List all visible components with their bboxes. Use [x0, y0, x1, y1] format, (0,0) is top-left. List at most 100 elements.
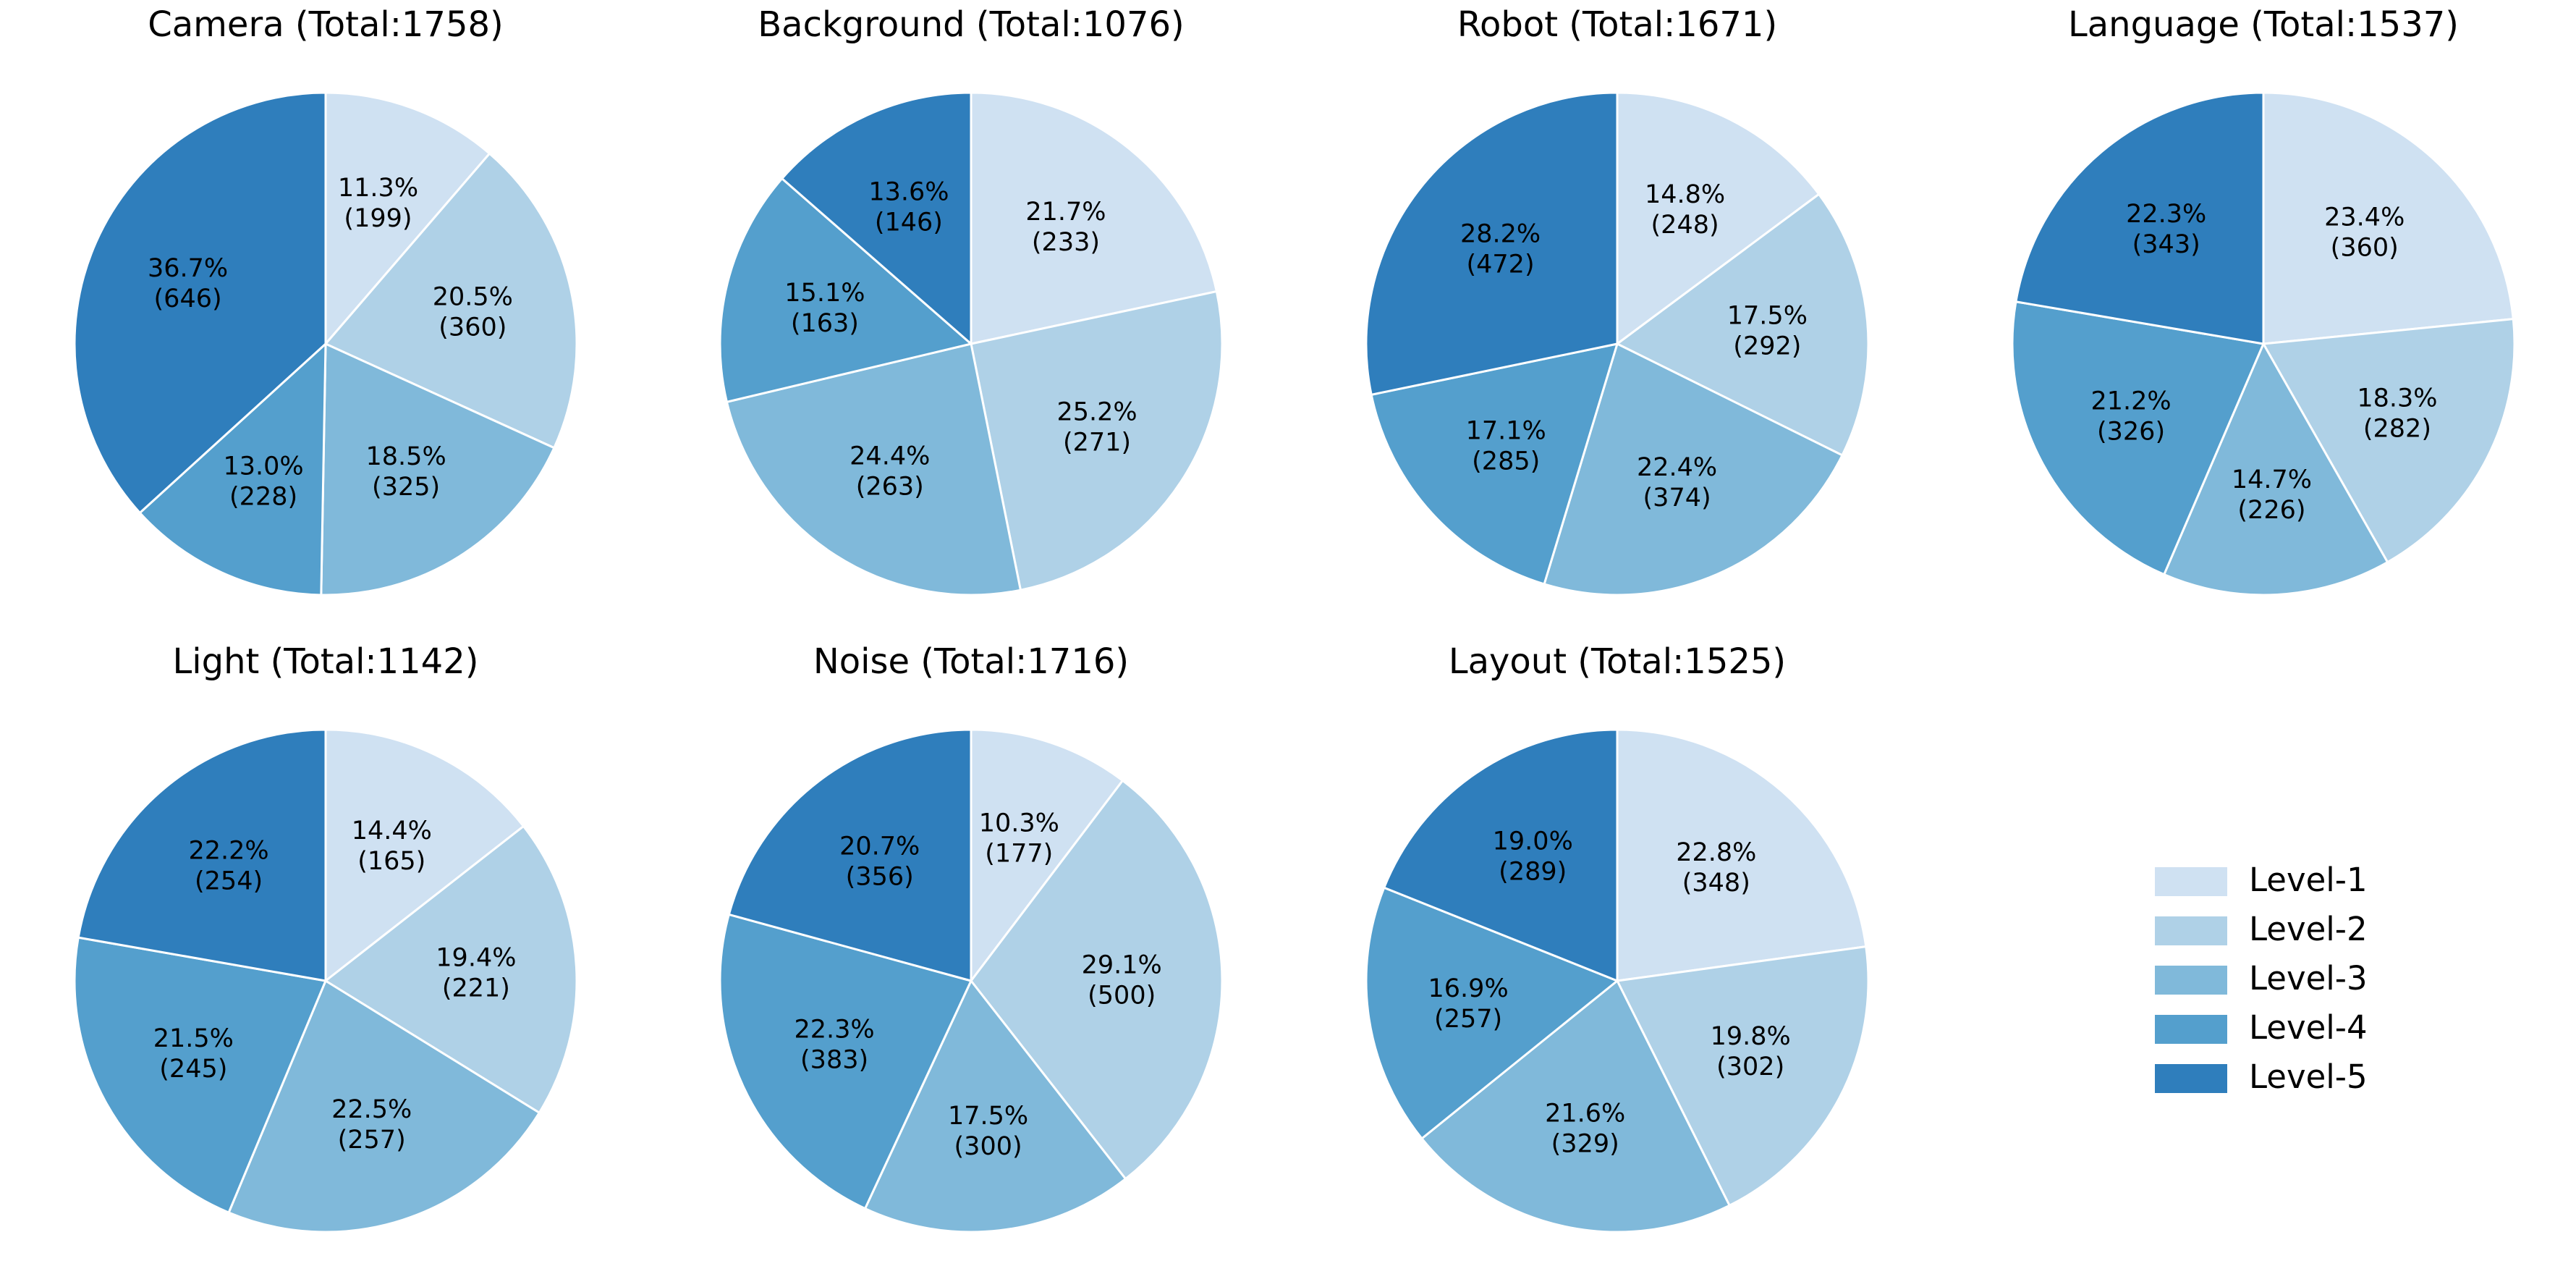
pie-slice-camera-level-3: [320, 342, 556, 596]
slice-label-background-level-1: 21.7% (233): [1025, 198, 1106, 257]
slice-label-language-level-4: 21.2% (326): [2090, 387, 2171, 446]
pie-slice-layout-level-4: [1365, 886, 1619, 1140]
pie-slice-language-level-1: [2262, 91, 2514, 345]
slice-label-robot-level-3: 22.4% (374): [1637, 453, 1717, 512]
slice-label-layout-level-4: 16.9% (257): [1428, 974, 1509, 1034]
pie-title-background: Background (Total:1076): [758, 4, 1185, 45]
slice-label-layout-level-5: 19.0% (289): [1493, 827, 1573, 887]
legend-item-level-2: Level-2: [2155, 910, 2368, 948]
slice-label-light-level-4: 21.5% (245): [153, 1024, 234, 1084]
pie-slice-camera-level-2: [323, 152, 578, 450]
slice-label-language-level-1: 23.4% (360): [2324, 203, 2405, 263]
pie-slice-noise-level-4: [719, 913, 973, 1210]
pie-language: Language (Total:1537) 23.4% (360) 18.3% (282…: [2011, 4, 2516, 596]
pie-slice-robot-level-5: [1365, 91, 1619, 397]
pie-slice-light-level-5: [77, 728, 327, 982]
legend-label-level-4: Level-4: [2249, 1008, 2368, 1047]
slice-label-noise-level-5: 20.7% (356): [839, 832, 920, 891]
pie-layout: Layout (Total:1525) 22.8% (348) 19.8% (302) 2…: [1365, 641, 1870, 1233]
pie-slice-noise-level-5: [727, 728, 973, 982]
slice-label-camera-level-5: 36.7% (646): [148, 254, 228, 313]
pie-slice-layout-level-5: [1382, 728, 1619, 983]
slice-label-light-level-3: 22.5% (257): [331, 1095, 412, 1155]
slice-label-noise-level-1: 10.3% (177): [979, 809, 1059, 869]
slice-label-background-level-4: 15.1% (163): [784, 279, 865, 338]
pie-slice-background-level-1: [970, 91, 1219, 345]
pie-title-language: Language (Total:1537): [2068, 4, 2459, 45]
legend-item-level-3: Level-3: [2155, 959, 2368, 997]
legend-label-level-5: Level-5: [2249, 1058, 2368, 1096]
slice-label-camera-level-3: 18.5% (325): [366, 442, 446, 502]
slice-label-background-level-5: 13.6% (146): [868, 177, 949, 237]
pie-slice-light-level-3: [227, 979, 541, 1233]
legend-swatch-level-5: [2155, 1064, 2227, 1093]
slice-label-camera-level-2: 20.5% (360): [433, 282, 513, 342]
slice-label-layout-level-3: 21.6% (329): [1545, 1099, 1625, 1158]
pie-background: Background (Total:1076) 21.7% (233) 25.2% (2…: [719, 4, 1224, 596]
pie-title-noise: Noise (Total:1716): [813, 641, 1129, 682]
slice-label-robot-level-2: 17.5% (292): [1727, 301, 1808, 360]
pie-slice-robot-level-2: [1615, 193, 1870, 457]
legend-label-level-1: Level-1: [2249, 861, 2368, 899]
pie-slice-language-level-2: [2261, 318, 2516, 564]
slice-label-robot-level-1: 14.8% (248): [1645, 180, 1725, 240]
pie-slice-layout-level-1: [1616, 728, 1868, 982]
slice-label-light-level-5: 22.2% (254): [188, 837, 268, 896]
slice-label-language-level-5: 22.3% (343): [2126, 200, 2206, 259]
legend: Level-1 Level-2 Level-3 Level-4 Level-5: [2155, 861, 2368, 1096]
legend-label-level-2: Level-2: [2249, 910, 2368, 948]
pie-robot: Robot (Total:1671) 14.8% (248) 17.5% (292) 22…: [1365, 4, 1870, 596]
pie-slice-language-level-4: [2011, 300, 2266, 576]
pie-slice-background-level-3: [725, 342, 1022, 596]
slice-label-language-level-2: 18.3% (282): [2357, 384, 2437, 444]
pie-slice-camera-level-5: [73, 91, 327, 515]
slice-label-noise-level-4: 22.3% (383): [794, 1016, 874, 1075]
legend-swatch-level-3: [2155, 966, 2227, 995]
pie-slice-background-level-4: [719, 177, 974, 404]
legend-swatch-level-1: [2155, 867, 2227, 896]
pie-light: Light (Total:1142) 14.4% (165) 19.4% (221) 22…: [73, 641, 578, 1233]
legend-item-level-4: Level-4: [2155, 1008, 2368, 1047]
pie-slice-light-level-2: [323, 824, 578, 1115]
pie-slice-light-level-1: [324, 728, 525, 984]
slice-label-camera-level-1: 11.3% (199): [338, 174, 418, 233]
slice-label-noise-level-2: 29.1% (500): [1082, 950, 1162, 1010]
slice-label-background-level-2: 25.2% (271): [1056, 397, 1137, 457]
pie-slice-camera-level-4: [138, 341, 327, 596]
pie-slice-background-level-2: [970, 290, 1224, 591]
pie-slice-robot-level-4: [1370, 342, 1619, 586]
pie-slice-noise-level-1: [970, 728, 1124, 984]
pie-slice-noise-level-2: [970, 779, 1224, 1181]
pie-slice-language-level-5: [2014, 91, 2265, 345]
legend-item-level-5: Level-5: [2155, 1058, 2368, 1096]
pie-slice-layout-level-2: [1615, 945, 1870, 1207]
pie-title-robot: Robot (Total:1671): [1457, 4, 1777, 45]
pie-slice-robot-level-1: [1616, 91, 1821, 346]
slice-label-light-level-1: 14.4% (165): [352, 817, 432, 876]
pie-slice-noise-level-3: [863, 979, 1127, 1233]
pie-slice-camera-level-1: [324, 91, 491, 347]
slice-label-camera-level-4: 13.0% (228): [224, 452, 304, 512]
pie-title-layout: Layout (Total:1525): [1449, 641, 1786, 682]
slice-label-robot-level-4: 17.1% (285): [1466, 416, 1546, 476]
pie-charts: Camera (Total:1758) 11.3% (199) 20.5% (360) 1…: [73, 4, 2516, 1233]
pie-camera: Camera (Total:1758) 11.3% (199) 20.5% (360) 1…: [73, 4, 578, 596]
pie-slice-robot-level-3: [1543, 342, 1844, 596]
slice-label-layout-level-1: 22.8% (348): [1676, 838, 1756, 898]
pie-title-light: Light (Total:1142): [173, 641, 479, 682]
slice-label-light-level-2: 19.4% (221): [436, 944, 516, 1003]
slice-label-layout-level-2: 19.8% (302): [1711, 1022, 1791, 1081]
pie-title-camera: Camera (Total:1758): [148, 4, 504, 45]
pie-slice-background-level-5: [780, 91, 973, 347]
pie-noise: Noise (Total:1716) 10.3% (177) 29.1% (500) 17…: [719, 641, 1224, 1233]
legend-label-level-3: Level-3: [2249, 959, 2368, 997]
slice-label-robot-level-5: 28.2% (472): [1460, 220, 1541, 279]
slice-label-language-level-3: 14.7% (226): [2232, 465, 2312, 525]
slice-label-background-level-3: 24.4% (263): [850, 442, 930, 501]
pie-slice-light-level-4: [73, 936, 328, 1215]
legend-swatch-level-4: [2155, 1015, 2227, 1044]
slice-label-noise-level-3: 17.5% (300): [948, 1102, 1028, 1161]
legend-swatch-level-2: [2155, 916, 2227, 945]
pie-slice-layout-level-3: [1420, 979, 1732, 1233]
